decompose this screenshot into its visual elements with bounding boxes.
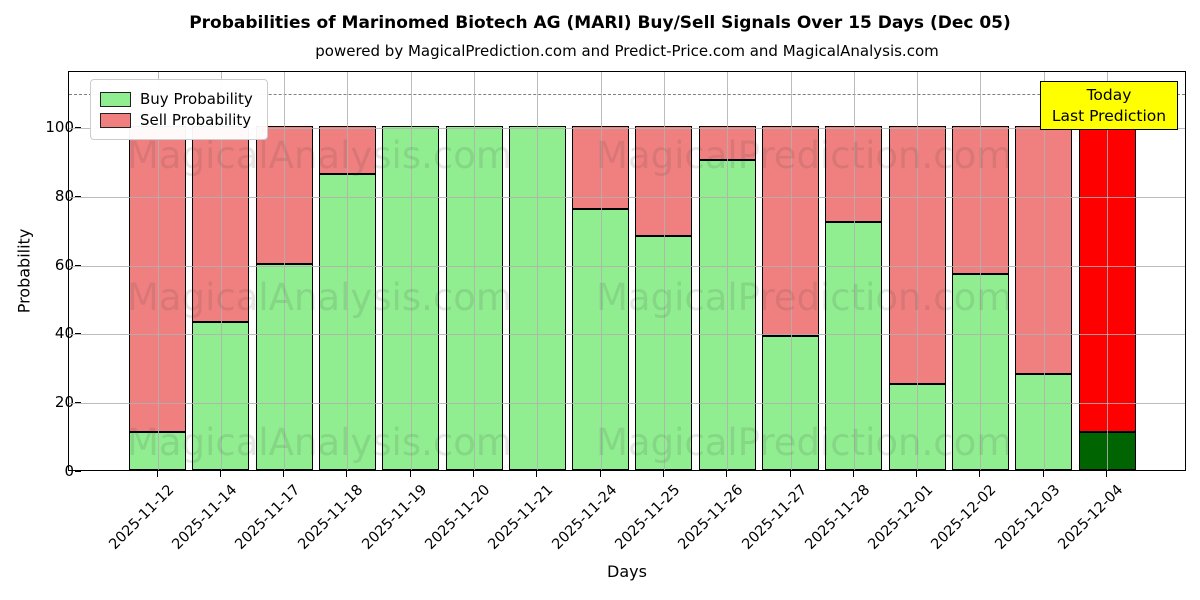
x-tick-label: 2025-11-19 [359,482,431,553]
x-tick-mark [283,471,285,477]
v-gridline [284,72,286,470]
legend-item-sell: Sell Probability [100,111,253,129]
x-tick-label: 2025-11-14 [169,482,241,553]
v-gridline [917,72,919,470]
y-tick-mark [75,333,81,335]
x-tick-mark [789,471,791,477]
buy-swatch-icon [100,91,131,107]
x-tick-label: 2025-11-18 [295,482,367,553]
y-tick-mark [75,127,81,128]
v-gridline [157,72,159,470]
h-gridline [69,128,1185,129]
x-tick-mark [916,471,918,477]
chart-subtitle: powered by MagicalPrediction.com and Pre… [315,42,939,60]
y-tick-mark [75,471,81,472]
legend-label-sell: Sell Probability [140,111,252,129]
x-tick-label: 2025-11-20 [422,482,494,553]
x-tick-mark [599,471,601,477]
y-tick-label: 100 [45,118,74,136]
legend-label-buy: Buy Probability [140,90,253,108]
dashed-threshold-line [69,93,1185,95]
x-axis-label: Days [607,562,647,581]
x-tick-mark [346,471,348,477]
legend: Buy Probability Sell Probability [90,79,268,140]
x-tick-label: 2025-11-28 [802,482,874,553]
x-tick-mark [662,471,664,477]
y-tick-mark [75,402,81,404]
y-tick-mark [75,195,81,197]
h-gridline [69,403,1185,405]
v-gridline [727,72,729,470]
today-annotation: Today Last Prediction [1040,81,1178,130]
v-gridline [537,72,539,470]
x-tick-label: 2025-11-24 [548,482,620,553]
y-tick-label: 40 [54,324,74,343]
v-gridline [663,72,665,470]
v-gridline [1043,72,1045,470]
chart-title: Probabilities of Marinomed Biotech AG (M… [189,13,1011,33]
v-gridline [980,72,982,470]
x-tick-label: 2025-12-02 [928,482,1000,553]
x-tick-mark [409,471,411,477]
y-tick-mark [75,264,81,266]
y-tick-label: 80 [54,186,74,205]
x-tick-mark [156,471,158,477]
legend-item-buy: Buy Probability [100,90,253,108]
x-tick-label: 2025-11-25 [612,482,684,553]
v-gridline [220,72,222,470]
y-axis-label: Probability [14,228,34,314]
v-gridline [410,72,412,470]
y-tick-label: 20 [54,393,74,412]
x-tick-label: 2025-12-04 [1055,482,1127,553]
x-tick-label: 2025-11-17 [232,482,304,553]
v-gridline [1107,72,1108,470]
y-tick-label: 60 [54,255,74,274]
v-gridline [347,72,349,470]
x-tick-mark [979,471,981,477]
v-gridline [790,72,792,470]
plot-area: Buy Probability Sell Probability Today L… [68,71,1186,471]
x-tick-label: 2025-12-01 [865,482,937,553]
x-tick-mark [536,471,538,477]
y-tick-label: 0 [64,462,74,480]
h-gridline [69,265,1185,267]
x-tick-mark [473,471,474,477]
sell-swatch-icon [100,112,131,128]
x-tick-label: 2025-11-27 [738,482,810,553]
today-annotation-line2: Last Prediction [1051,106,1167,125]
x-tick-mark [219,471,221,477]
x-tick-label: 2025-12-03 [992,482,1064,553]
h-gridline [69,334,1185,336]
x-tick-label: 2025-11-26 [675,482,747,553]
today-annotation-line1: Today [1086,85,1132,104]
x-tick-mark [1106,471,1107,477]
v-gridline [600,72,602,470]
v-gridline [474,72,475,470]
v-gridline [853,72,855,470]
x-tick-mark [726,471,728,477]
x-tick-label: 2025-11-12 [105,482,177,553]
x-tick-label: 2025-11-21 [485,482,557,553]
h-gridline [69,196,1185,198]
x-tick-mark [1042,471,1044,477]
x-tick-mark [852,471,854,477]
